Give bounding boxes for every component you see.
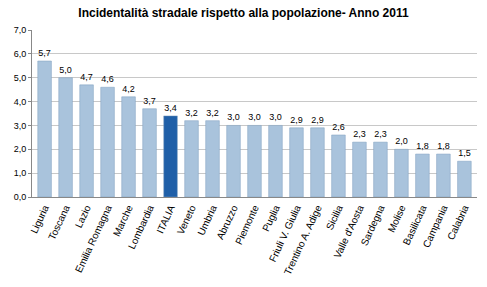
svg-text:Lombardia: Lombardia [126, 203, 156, 251]
svg-text:4,7: 4,7 [80, 72, 93, 82]
svg-text:1,8: 1,8 [416, 141, 429, 151]
svg-text:2,0: 2,0 [395, 136, 408, 146]
svg-text:2,9: 2,9 [311, 115, 324, 125]
svg-text:3,0: 3,0 [269, 112, 282, 122]
svg-text:0,0: 0,0 [14, 192, 27, 202]
svg-text:Liguria: Liguria [28, 203, 51, 235]
svg-text:3,4: 3,4 [164, 103, 177, 113]
svg-text:3,0: 3,0 [14, 121, 27, 131]
svg-text:Emilia Romagna: Emilia Romagna [73, 203, 114, 275]
svg-text:2,6: 2,6 [332, 122, 345, 132]
svg-text:Veneto: Veneto [175, 203, 198, 236]
svg-text:4,0: 4,0 [14, 97, 27, 107]
svg-text:Valle d'Aosta: Valle d'Aosta [332, 203, 366, 260]
svg-text:1,5: 1,5 [458, 148, 471, 158]
svg-text:3,7: 3,7 [143, 96, 156, 106]
svg-text:Sardegna: Sardegna [358, 203, 386, 247]
svg-text:Piemonte: Piemonte [233, 203, 261, 246]
svg-text:Friuli V. Giulia: Friuli V. Giulia [267, 203, 303, 264]
svg-text:5,7: 5,7 [38, 48, 51, 58]
svg-text:1,8: 1,8 [437, 141, 450, 151]
svg-text:2,9: 2,9 [290, 115, 303, 125]
svg-text:Molise: Molise [386, 203, 408, 234]
svg-text:2,3: 2,3 [353, 129, 366, 139]
svg-text:7,0: 7,0 [14, 25, 27, 35]
svg-text:4,6: 4,6 [101, 74, 114, 84]
svg-text:Puglia: Puglia [260, 203, 282, 233]
svg-text:Campania: Campania [421, 203, 450, 249]
svg-text:Lazio: Lazio [73, 203, 93, 230]
svg-text:Calabria: Calabria [445, 203, 471, 242]
svg-text:5,0: 5,0 [59, 65, 72, 75]
svg-text:Marche: Marche [111, 203, 135, 238]
svg-text:Sicilia: Sicilia [324, 203, 345, 232]
svg-text:Umbria: Umbria [195, 203, 219, 237]
svg-text:1,0: 1,0 [14, 168, 27, 178]
svg-text:3,0: 3,0 [227, 112, 240, 122]
svg-text:2,0: 2,0 [14, 144, 27, 154]
svg-text:3,2: 3,2 [185, 108, 198, 118]
svg-text:ITALIA: ITALIA [154, 203, 177, 235]
svg-text:4,2: 4,2 [122, 84, 135, 94]
svg-text:2,3: 2,3 [374, 129, 387, 139]
svg-text:3,2: 3,2 [206, 108, 219, 118]
svg-text:3,0: 3,0 [248, 112, 261, 122]
svg-text:Basilicata: Basilicata [401, 203, 429, 247]
svg-text:Trentino A. Adige: Trentino A. Adige [282, 203, 324, 277]
svg-text:Toscana: Toscana [46, 203, 72, 242]
svg-text:Incidentalità stradale rispett: Incidentalità stradale rispetto alla pop… [78, 6, 409, 20]
svg-text:6,0: 6,0 [14, 49, 27, 59]
svg-text:Abruzzo: Abruzzo [214, 203, 240, 241]
svg-text:5,0: 5,0 [14, 73, 27, 83]
